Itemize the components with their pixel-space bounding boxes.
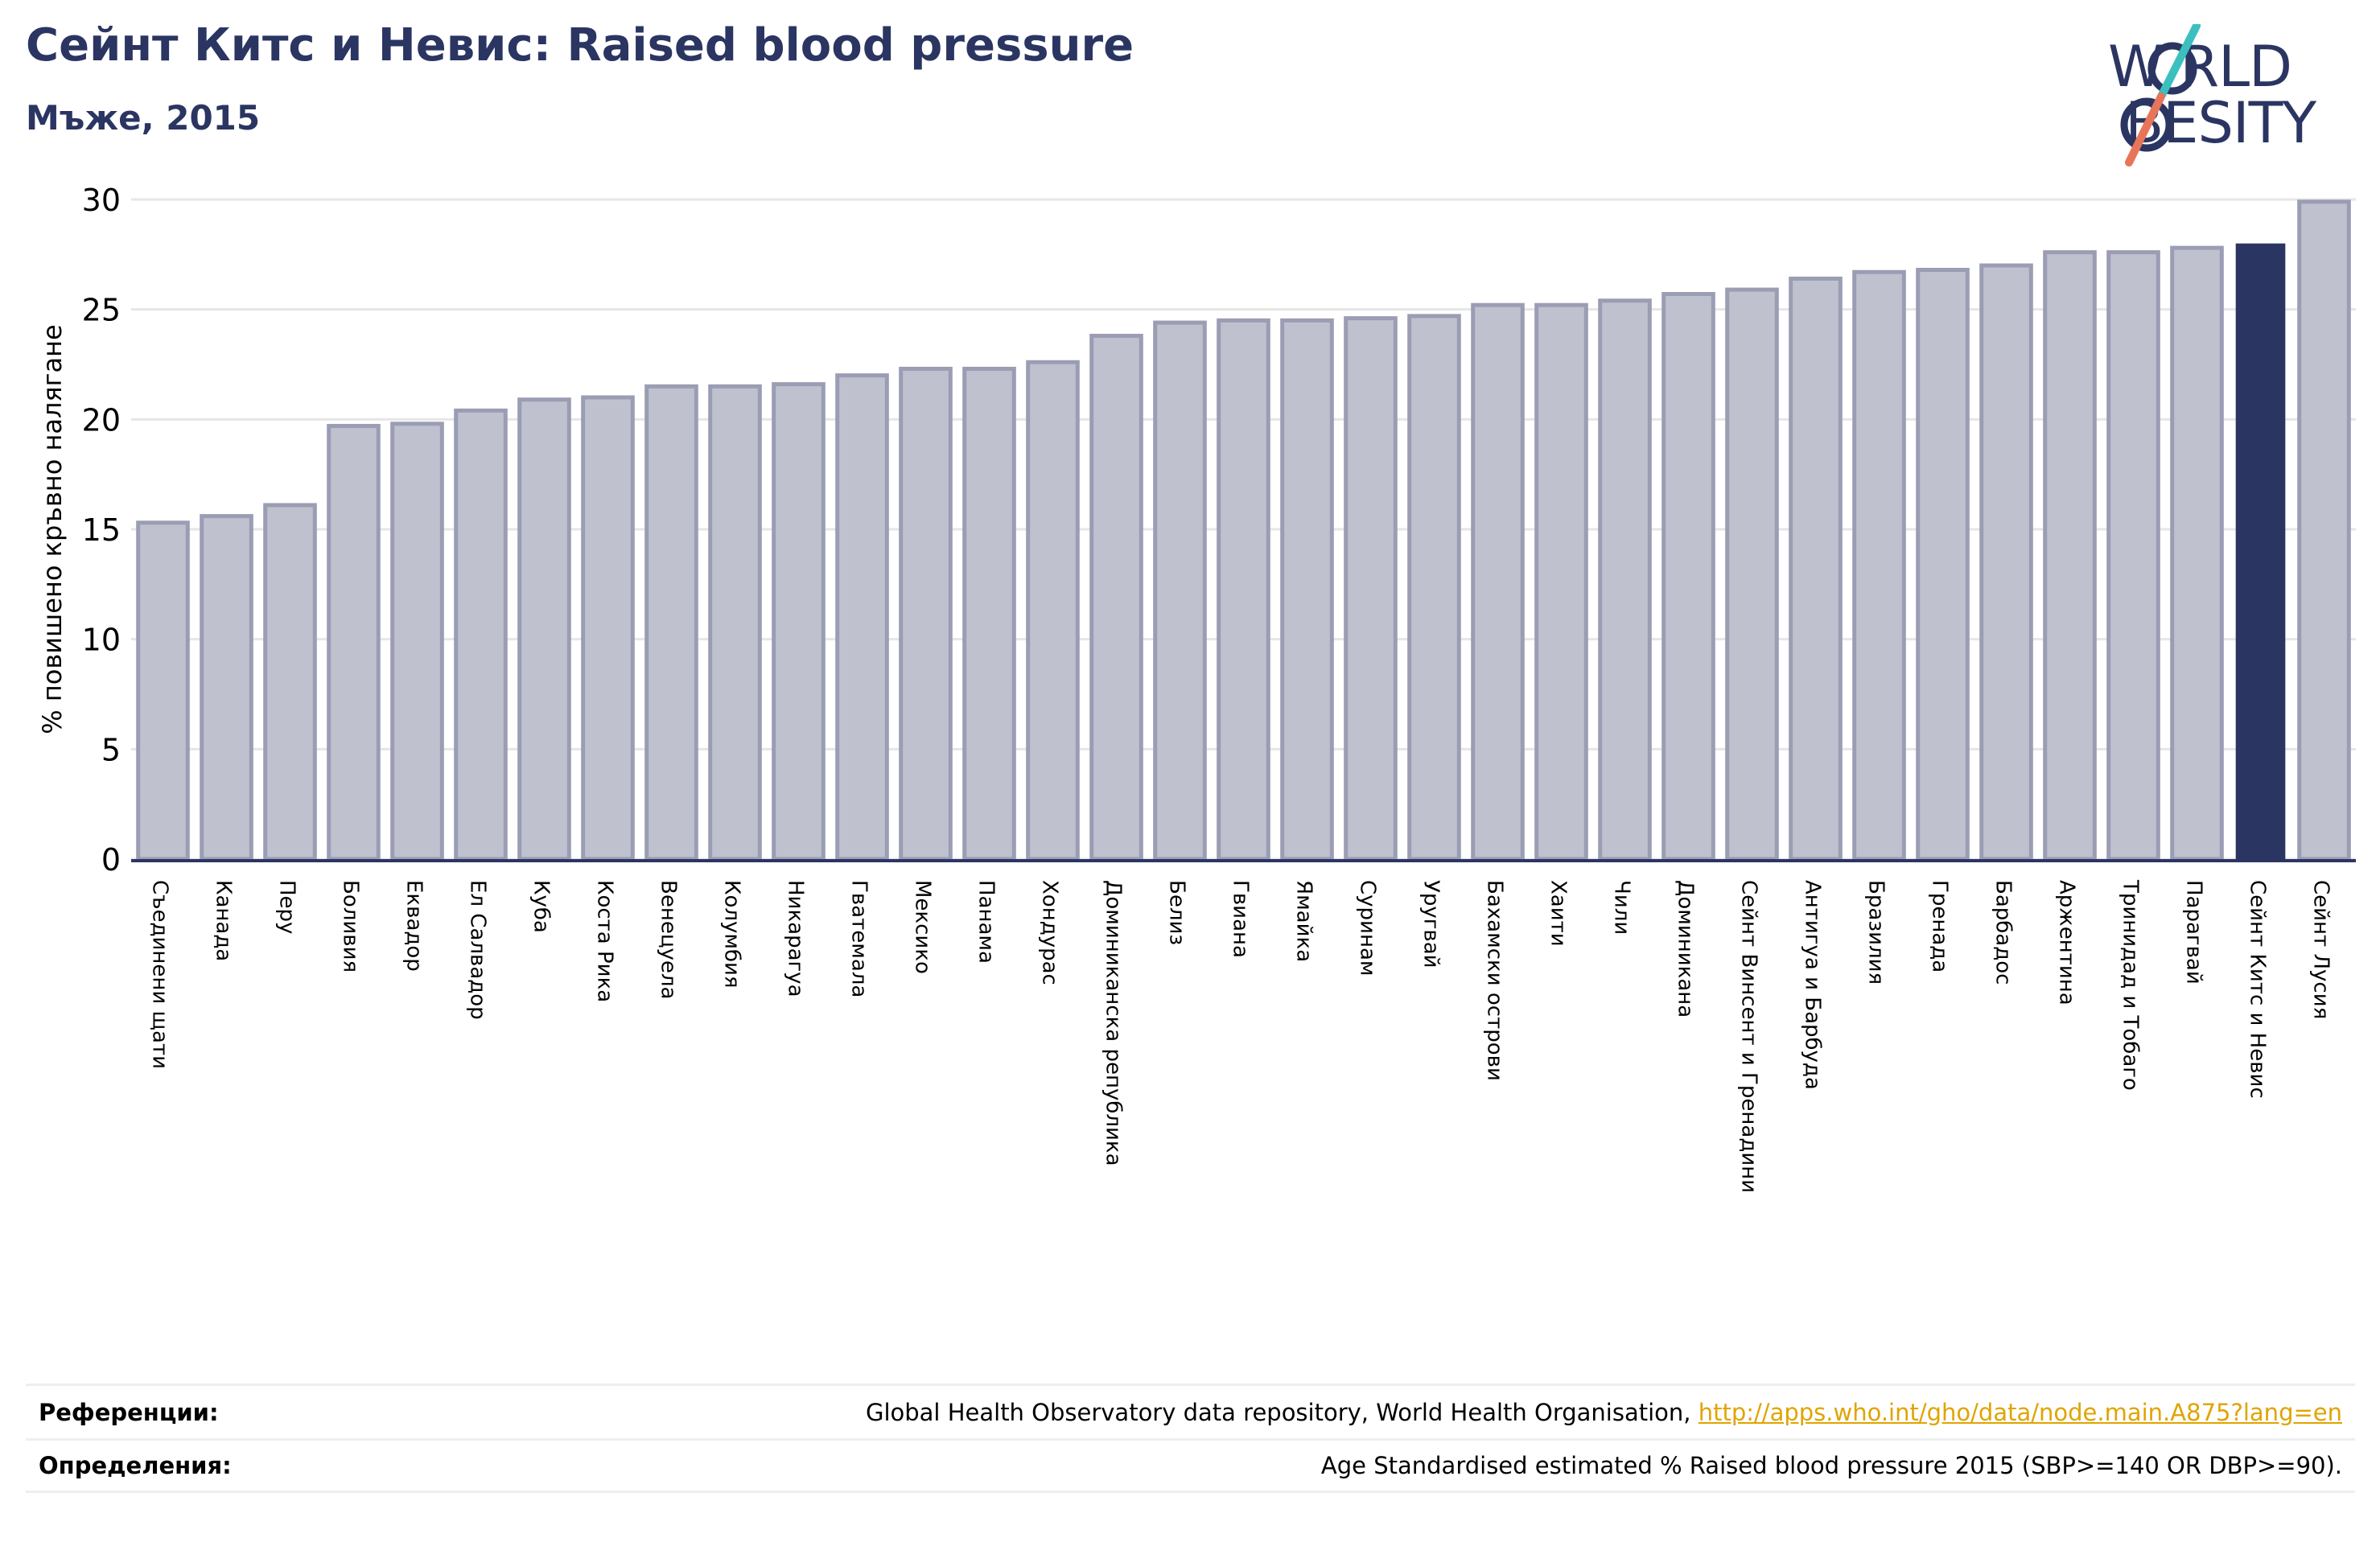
y-tick-label: 10 [82, 623, 121, 658]
x-tick-label: Ел Салвадор [466, 880, 490, 1020]
bar [581, 395, 635, 861]
bar [1534, 302, 1588, 861]
x-tick-label: Гватемала [847, 880, 871, 997]
bar [1725, 287, 1779, 861]
references-label: Референции: [39, 1398, 219, 1426]
bar [772, 382, 826, 861]
world-obesity-logo: W RLD BESITY [2092, 24, 2366, 169]
bar [1153, 320, 1207, 861]
bar [1979, 263, 2033, 861]
bar [2297, 199, 2351, 861]
x-tick-label: Уругвай [1419, 880, 1443, 968]
bar [517, 397, 571, 861]
definitions-label: Определения: [39, 1452, 232, 1479]
x-tick-label: Коста Рика [593, 880, 617, 1002]
bar-chart: 0 5 10 15 20 25 30 Съединени щати Канада Перу Бол… [37, 183, 2356, 1193]
x-tick-label: Гвиана [1229, 880, 1253, 958]
x-tick-label: Сейнт Лусия [2309, 880, 2333, 1019]
y-tick-label: 15 [82, 512, 121, 548]
x-axis-labels: Съединени щати Канада Перу Боливия Еквадор Ел… [148, 879, 2333, 1193]
y-tick-label: 30 [82, 183, 121, 218]
x-tick-label: Ямайка [1292, 880, 1316, 962]
y-tick-label: 0 [101, 842, 121, 878]
x-tick-label: Суринам [1356, 880, 1380, 977]
x-tick-label: Съединени щати [148, 880, 172, 1069]
x-tick-label: Доминикана [1674, 880, 1698, 1018]
bar [2106, 250, 2160, 861]
bar [835, 373, 889, 861]
bar [1344, 316, 1398, 861]
x-tick-label: Антигуа и Барбуда [1801, 880, 1825, 1090]
bar [454, 408, 508, 861]
bar [1661, 292, 1715, 861]
page-subtitle: Мъже, 2015 [26, 98, 261, 138]
bar [2043, 250, 2097, 861]
references-value: Global Health Observatory data repositor… [866, 1399, 2342, 1426]
bar [1217, 318, 1270, 861]
logo-slash-icon [2120, 24, 2201, 167]
references-row: Референции: Global Health Observatory da… [26, 1384, 2355, 1438]
x-tick-label: Сейнт Винсент и Гренадини [1737, 880, 1761, 1193]
x-tick-label: Куба [529, 880, 554, 933]
bar [899, 366, 953, 861]
x-tick-label: Сейнт Китс и Невис [2246, 880, 2270, 1099]
bar [390, 421, 444, 861]
x-tick-label: Бахамски острови [1483, 880, 1507, 1081]
x-tick-label: Панама [974, 880, 999, 964]
bar [1089, 333, 1143, 861]
x-tick-label: Бразилия [1864, 880, 1888, 985]
bar [1789, 276, 1843, 861]
bar [1471, 302, 1525, 861]
bars [136, 199, 2351, 861]
bar [708, 384, 762, 861]
bar [2170, 245, 2224, 861]
references-text: Global Health Observatory data repositor… [865, 1398, 1699, 1426]
bar [1026, 360, 1080, 861]
logo-line-world: W RLD [2108, 34, 2292, 100]
page-title: Сейнт Китс и Невис: Raised blood pressur… [26, 19, 1134, 72]
x-tick-label: Мексико [911, 880, 935, 974]
bar [263, 503, 317, 861]
definitions-value: Age Standardised estimated % Raised bloo… [1320, 1452, 2342, 1479]
x-tick-label: Перу [275, 880, 299, 934]
bar [1280, 318, 1334, 861]
bar [1916, 267, 1970, 861]
x-tick-label: Аржентина [2055, 880, 2079, 1005]
x-tick-label: Барбадос [1991, 880, 2016, 985]
bar [1407, 314, 1461, 861]
references-link[interactable]: http://apps.who.int/gho/data/node.main.A… [1698, 1398, 2342, 1426]
x-tick-label: Доминиканска република [1101, 880, 1126, 1166]
x-tick-label: Еквадор [402, 880, 426, 972]
bar [962, 366, 1016, 861]
x-tick-label: Колумбия [720, 880, 744, 989]
x-tick-label: Парагвай [2182, 880, 2206, 985]
bar [1598, 298, 1652, 861]
x-tick-label: Тринидад и Тобаго [2119, 879, 2143, 1091]
bar [200, 514, 253, 861]
bar [327, 424, 381, 861]
y-axis-label: % повишено кръвно налягане [37, 324, 68, 734]
x-tick-label: Боливия [339, 880, 363, 972]
y-tick-label: 20 [82, 402, 121, 438]
bar [1852, 269, 1906, 861]
x-tick-label: Канада [212, 880, 236, 961]
x-tick-label: Никарагуа [784, 880, 808, 997]
y-axis-ticks: 0 5 10 15 20 25 30 [82, 183, 121, 878]
bar [644, 384, 698, 861]
x-tick-label: Чили [1610, 880, 1634, 935]
x-tick-label: Белиз [1165, 880, 1189, 945]
y-tick-label: 5 [101, 732, 121, 767]
bar [136, 520, 190, 861]
bar-highlighted [2235, 243, 2286, 860]
x-tick-label: Венецуела [657, 880, 681, 999]
y-tick-label: 25 [82, 293, 121, 328]
definitions-row: Определения: Age Standardised estimated … [26, 1438, 2355, 1493]
x-tick-label: Хондурас [1038, 880, 1062, 985]
x-tick-label: Гренада [1928, 880, 1952, 972]
x-tick-label: Хаити [1546, 880, 1571, 947]
